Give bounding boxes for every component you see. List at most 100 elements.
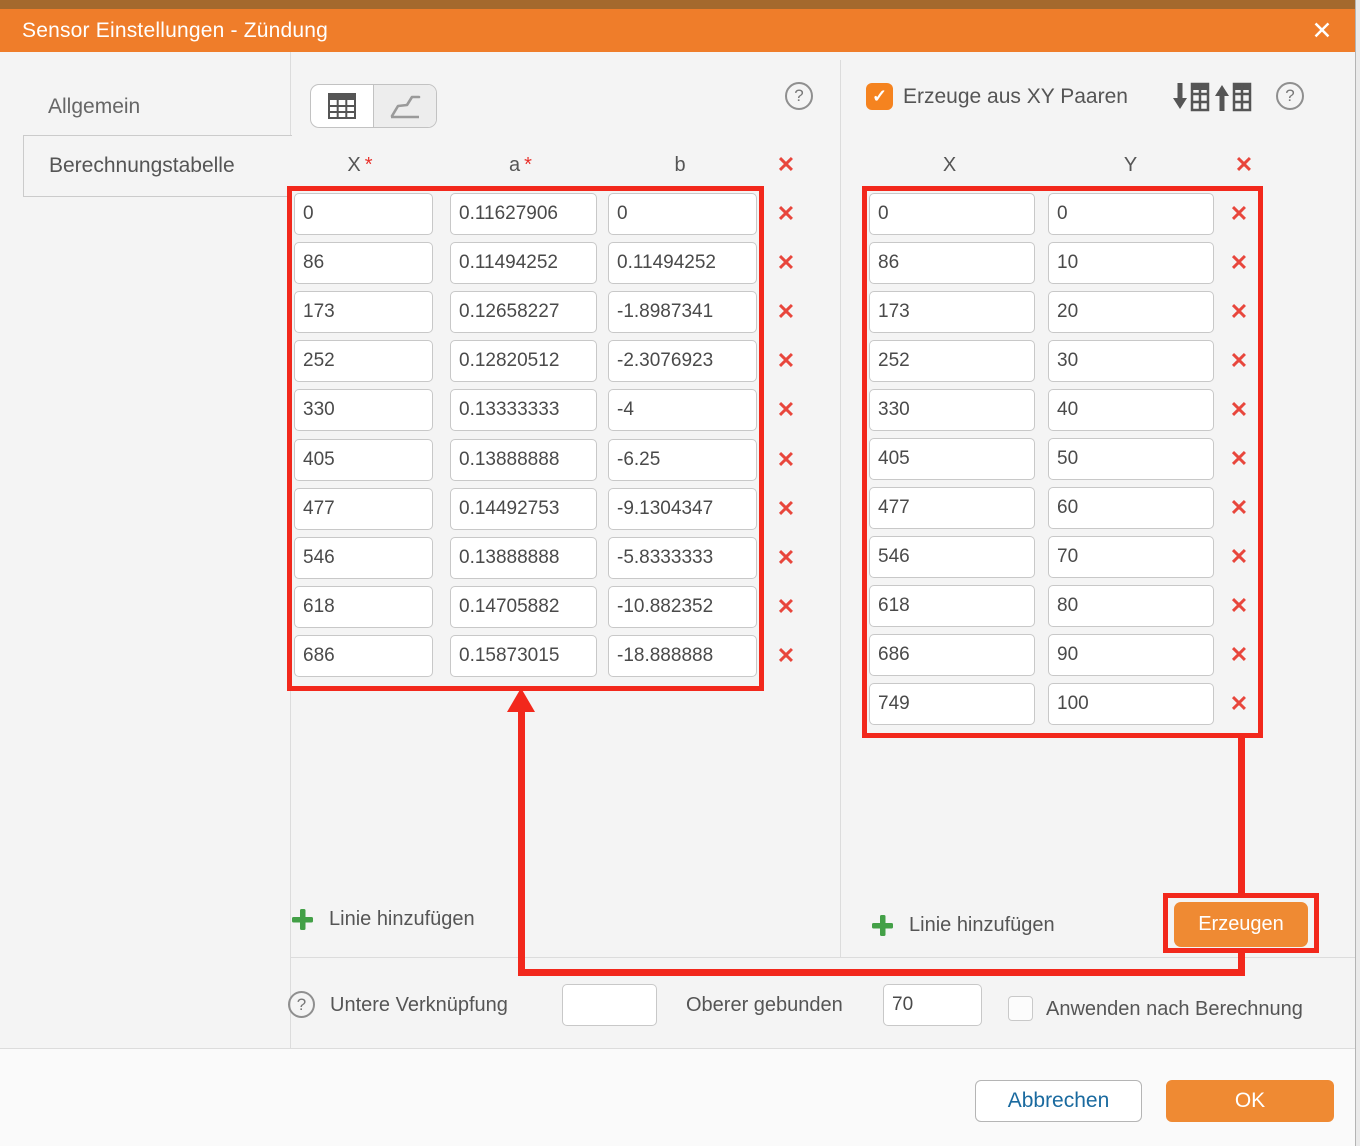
left-row-9-a-input[interactable] <box>450 586 597 629</box>
left-row-3-delete-icon[interactable]: ✕ <box>776 298 796 324</box>
sidebar-item-berechnungstabelle[interactable]: Berechnungstabelle <box>23 135 292 197</box>
generate-button[interactable]: Erzeugen <box>1174 902 1308 947</box>
right-row-7-delete-icon[interactable]: ✕ <box>1229 494 1249 520</box>
right-row-9-y-input[interactable] <box>1048 584 1214 627</box>
right-row-8-delete-icon[interactable]: ✕ <box>1229 543 1249 569</box>
right-row-9-x-input[interactable] <box>869 584 1035 627</box>
upper-bound-input[interactable] <box>883 984 982 1026</box>
left-row-6-x-input[interactable] <box>294 438 433 481</box>
right-row-11-x-input[interactable] <box>869 682 1035 725</box>
left-row-2-b-input[interactable] <box>608 241 757 284</box>
right-row-6-delete-icon[interactable]: ✕ <box>1229 445 1249 471</box>
right-add-line-button[interactable]: Linie hinzufügen <box>871 914 1055 937</box>
right-row-5-y-input[interactable] <box>1048 388 1214 431</box>
left-row-8-delete-icon[interactable]: ✕ <box>776 544 796 570</box>
left-row-10-b-input[interactable] <box>608 635 757 678</box>
ok-button[interactable]: OK <box>1166 1080 1334 1122</box>
cancel-button[interactable]: Abbrechen <box>975 1080 1142 1122</box>
right-row-3-y-input[interactable] <box>1048 290 1214 333</box>
right-row-6-x-input[interactable] <box>869 437 1035 480</box>
left-row-4-x-input[interactable] <box>294 340 433 383</box>
close-icon[interactable]: ✕ <box>1311 16 1333 45</box>
left-column-header-b: b <box>674 154 686 176</box>
bottom-help-icon[interactable]: ? <box>288 991 315 1018</box>
left-row-10-delete-icon[interactable]: ✕ <box>776 643 796 669</box>
left-row-9-x-input[interactable] <box>294 586 433 629</box>
sidebar-item-allgemein[interactable]: Allgemein <box>0 82 290 132</box>
right-row-4-delete-icon[interactable]: ✕ <box>1229 347 1249 373</box>
left-row-8-b-input[interactable] <box>608 536 757 579</box>
right-delete-all-icon[interactable]: ✕ <box>1234 152 1254 177</box>
curve-view-button[interactable] <box>373 85 436 127</box>
left-row-5-b-input[interactable] <box>608 389 757 432</box>
left-row-2-delete-icon[interactable]: ✕ <box>776 249 796 275</box>
apply-after-calculation-checkbox[interactable] <box>1008 996 1033 1021</box>
right-row-11-delete-icon[interactable]: ✕ <box>1229 690 1249 716</box>
right-row-6-y-input[interactable] <box>1048 437 1214 480</box>
right-row-4-x-input[interactable] <box>869 339 1035 382</box>
table-view-button[interactable] <box>311 85 373 127</box>
right-row-10-x-input[interactable] <box>869 633 1035 676</box>
left-calculation-table <box>294 189 757 681</box>
left-row-7-delete-icon[interactable]: ✕ <box>776 495 796 521</box>
table-grid-icon <box>328 93 356 119</box>
left-row-1-b-input[interactable] <box>608 192 757 235</box>
left-row-7-x-input[interactable] <box>294 487 433 530</box>
right-table-row: ✕ <box>869 630 1259 679</box>
right-row-11-y-input[interactable] <box>1048 682 1214 725</box>
right-row-1-delete-icon[interactable]: ✕ <box>1229 200 1249 226</box>
upper-bound-label: Oberer gebunden <box>686 994 843 1016</box>
left-row-9-delete-icon[interactable]: ✕ <box>776 594 796 620</box>
left-row-3-a-input[interactable] <box>450 290 597 333</box>
left-row-6-b-input[interactable] <box>608 438 757 481</box>
right-row-5-delete-icon[interactable]: ✕ <box>1229 396 1249 422</box>
right-row-10-delete-icon[interactable]: ✕ <box>1229 641 1249 667</box>
left-delete-all-icon[interactable]: ✕ <box>776 152 796 177</box>
left-row-2-a-input[interactable] <box>450 241 597 284</box>
copy-up-from-table-button[interactable] <box>1214 82 1252 112</box>
right-row-1-x-input[interactable] <box>869 192 1035 235</box>
right-row-8-x-input[interactable] <box>869 535 1035 578</box>
left-row-9-b-input[interactable] <box>608 586 757 629</box>
left-row-1-a-input[interactable] <box>450 192 597 235</box>
left-panel-help-icon[interactable]: ? <box>785 82 813 110</box>
copy-down-to-table-button[interactable] <box>1172 82 1210 112</box>
left-row-8-a-input[interactable] <box>450 536 597 579</box>
right-row-2-x-input[interactable] <box>869 241 1035 284</box>
left-row-10-x-input[interactable] <box>294 635 433 678</box>
right-row-9-delete-icon[interactable]: ✕ <box>1229 592 1249 618</box>
right-row-3-delete-icon[interactable]: ✕ <box>1229 298 1249 324</box>
left-row-4-delete-icon[interactable]: ✕ <box>776 348 796 374</box>
left-row-1-delete-icon[interactable]: ✕ <box>776 200 796 226</box>
left-add-line-button[interactable]: Linie hinzufügen <box>291 908 475 931</box>
right-row-2-delete-icon[interactable]: ✕ <box>1229 249 1249 275</box>
right-row-2-y-input[interactable] <box>1048 241 1214 284</box>
left-row-4-a-input[interactable] <box>450 340 597 383</box>
lower-link-input[interactable] <box>562 984 657 1026</box>
right-row-5-x-input[interactable] <box>869 388 1035 431</box>
right-row-3-x-input[interactable] <box>869 290 1035 333</box>
right-row-1-y-input[interactable] <box>1048 192 1214 235</box>
left-row-5-a-input[interactable] <box>450 389 597 432</box>
right-row-4-y-input[interactable] <box>1048 339 1214 382</box>
left-row-10-a-input[interactable] <box>450 635 597 678</box>
left-row-3-b-input[interactable] <box>608 290 757 333</box>
left-row-1-x-input[interactable] <box>294 192 433 235</box>
right-row-8-y-input[interactable] <box>1048 535 1214 578</box>
left-row-6-a-input[interactable] <box>450 438 597 481</box>
left-row-6-delete-icon[interactable]: ✕ <box>776 446 796 472</box>
right-panel-help-icon[interactable]: ? <box>1276 82 1304 110</box>
left-row-7-b-input[interactable] <box>608 487 757 530</box>
right-row-7-x-input[interactable] <box>869 486 1035 529</box>
right-row-10-y-input[interactable] <box>1048 633 1214 676</box>
left-row-7-a-input[interactable] <box>450 487 597 530</box>
left-row-5-x-input[interactable] <box>294 389 433 432</box>
plus-icon <box>292 909 313 930</box>
left-row-4-b-input[interactable] <box>608 340 757 383</box>
left-row-8-x-input[interactable] <box>294 536 433 579</box>
right-row-7-y-input[interactable] <box>1048 486 1214 529</box>
left-row-3-x-input[interactable] <box>294 290 433 333</box>
left-row-2-x-input[interactable] <box>294 241 433 284</box>
generate-from-xy-checkbox[interactable]: ✓ <box>866 83 893 110</box>
left-row-5-delete-icon[interactable]: ✕ <box>776 397 796 423</box>
